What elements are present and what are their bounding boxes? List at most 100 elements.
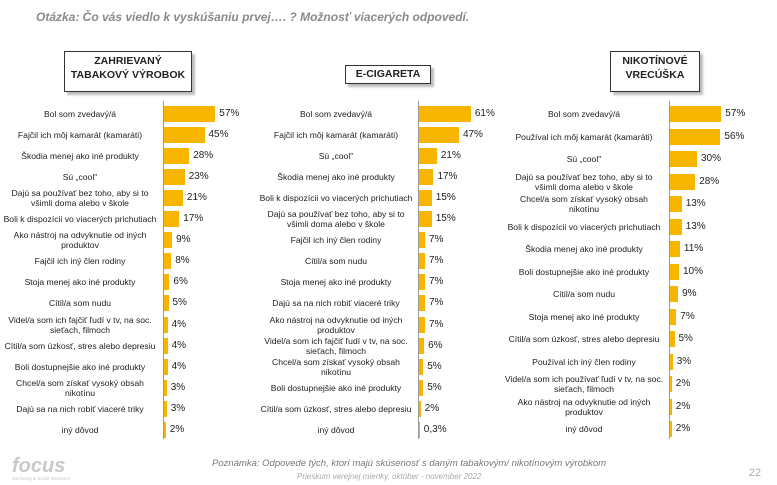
chart-3-value-label: 56% [724, 130, 745, 142]
chart-1-category-label: Boli dostupnejšie ako iné produkty [14, 361, 146, 372]
chart-3-bar [670, 151, 697, 168]
chart-2-value-label: 5% [427, 360, 442, 372]
chart-2-category-label: Videl/a som ich fajčiť ľudí v tv, na soc… [264, 335, 408, 356]
chart-1-bar [164, 379, 167, 396]
chart-1-bar [164, 189, 183, 206]
chart-1-bar [164, 253, 172, 270]
chart-1-bar [164, 274, 170, 291]
chart-2-bar [419, 126, 459, 143]
chart-3-value-label: 3% [676, 355, 692, 367]
chart-1-category-label: Dajú sa používať bez toho, aby si to vši… [11, 187, 149, 208]
logo-tagline: Marketing & Social Research [12, 476, 71, 481]
chart-2-bar [419, 168, 434, 185]
chart-2-category-label: Ako nástroj na odvyknutie od iných produ… [269, 314, 403, 335]
chart-1-category-label: Stoja menej ako iné produkty [24, 277, 136, 288]
header-nicotine-pouches-line2: VRECÚŠKA [625, 69, 685, 81]
chart-3-bar [670, 286, 679, 303]
chart-2-value-label: 7% [428, 255, 444, 267]
chart-3-category-label: Videl/a som ich používať ľudí v tv, na s… [504, 374, 664, 395]
chart-3-value-label: 13% [685, 198, 706, 210]
chart-1-bar [164, 211, 180, 228]
chart-2-value-label: 7% [428, 276, 444, 288]
chart-3-value-label: 2% [675, 378, 691, 390]
chart-2-value-label: 17% [437, 170, 458, 182]
chart-3-category-label: Stoja menej ako iné produkty [528, 311, 640, 322]
header-nicotine-pouches-line1: NIKOTÍNOVÉ [622, 55, 688, 67]
focus-logo: focus Marketing & Social Research [12, 455, 71, 481]
chart-1-category-label: Dajú sa na nich robiť viaceré triky [16, 403, 144, 414]
chart-2-category-label: Dajú sa na nich robiť viaceré triky [272, 298, 400, 309]
chart-2-bar [419, 295, 425, 312]
chart-1-value-label: 28% [193, 149, 214, 161]
chart-3-bar [670, 398, 672, 415]
chart-1-bar [164, 168, 185, 185]
chart-1-value-label: 4% [171, 360, 187, 372]
chart-2-value-label: 15% [435, 191, 456, 203]
chart-3-value-label: 7% [680, 310, 695, 322]
chart-1-bar [164, 105, 216, 122]
chart-3-value-label: 57% [725, 108, 746, 120]
chart-1-category-label: Bol som zvedavý/á [43, 108, 117, 119]
chart-2-bar [419, 189, 432, 206]
chart-3-category-label: Používal ich môj kamarát (kamaráti) [515, 131, 653, 142]
chart-1-bar [164, 295, 169, 312]
chart-1-category-label: Škodia menej ako iné produkty [21, 150, 139, 161]
chart-1-value-label: 21% [186, 191, 207, 203]
chart-3-bar [670, 241, 680, 258]
chart-3-category-label: Chcel/a som získať vysoký obsah nikotínu [520, 194, 648, 215]
chart-3-category-label: Dajú sa používať bez toho, aby si to vši… [515, 171, 653, 192]
chart-2-bar [419, 232, 425, 249]
chart-3-category-label: Sú „cool" [566, 154, 602, 165]
chart-1-category-label: Sú „cool" [62, 171, 98, 182]
chart-1-bar [164, 337, 168, 354]
chart-3-category-label: Ako nástroj na odvyknutie od iných produ… [517, 396, 651, 417]
chart-1-category-label: Ako nástroj na odvyknutie od iných produ… [13, 230, 147, 251]
chart-1-value-label: 57% [219, 107, 240, 119]
chart-3-value-label: 5% [678, 333, 693, 345]
chart-3-bar [670, 196, 682, 213]
chart-3-value-label: 30% [701, 153, 722, 165]
chart-1-category-label: Boli k dispozícii vo viacerých prichutia… [3, 214, 157, 225]
chart-2-bar [419, 274, 425, 291]
chart-2-value-label: 7% [428, 318, 444, 330]
chart-3-value-label: 9% [682, 288, 697, 300]
chart-1-value-label: 45% [208, 128, 229, 140]
page-title: Otázka: Čo vás viedlo k vyskúšaniu prvej… [36, 10, 470, 24]
chart-3-bar [670, 331, 675, 348]
chart-1-value-label: 2% [169, 424, 185, 436]
chart-2-value-label: 6% [428, 339, 443, 351]
chart-1-category-label: Fajčil ich môj kamarát (kamaráti) [17, 129, 143, 140]
chart-2-category-label: Fajčil ich môj kamarát (kamaráti) [273, 129, 399, 140]
chart-1-value-label: 8% [175, 255, 190, 267]
chart-3-category-label: Používal ich iný člen rodiny [532, 356, 636, 367]
chart-1-value-label: 4% [171, 339, 187, 351]
chart-2-category-label: Bol som zvedavý/á [299, 108, 373, 119]
chart-3-value-label: 2% [675, 400, 691, 412]
page-number: 22 [748, 467, 761, 479]
chart-2-value-label: 7% [428, 297, 444, 309]
chart-3-value-label: 28% [699, 175, 720, 187]
chart-3-bar [670, 218, 682, 235]
chart-1-bar [164, 400, 167, 417]
chart-2-category-label: Boli k dispozícii vo viacerých prichutia… [259, 192, 413, 203]
chart-1-category-label: Cítil/a som úzkosť, stres alebo depresiu [4, 340, 156, 351]
chart-1-value-label: 4% [171, 318, 187, 330]
chart-1-category-label: Cítil/a som nudu [48, 298, 112, 309]
chart-3-bar [670, 173, 696, 190]
chart-3-category-label: Bol som zvedavý/á [547, 109, 621, 120]
chart-2-bar [419, 211, 432, 228]
header-e-cigarette: E-CIGARETA [345, 65, 431, 84]
chart-3-value-label: 13% [685, 220, 706, 232]
chart-2-value-label: 0,3% [423, 424, 447, 436]
chart-2-category-label: Škodia menej ako iné produkty [277, 171, 395, 182]
chart-1-axis [163, 101, 164, 439]
footnote: Poznámka: Odpovede tých, ktorí majú skús… [212, 458, 607, 469]
chart-2-bar [419, 337, 425, 354]
chart-2-value-label: 15% [435, 213, 456, 225]
chart-3-bar [670, 106, 722, 123]
chart-2-bar [419, 316, 425, 333]
chart-1-category-label: Videl/a som ich fajčiť ľudí v tv, na soc… [8, 314, 152, 335]
chart-2-category-label: Dajú sa používať bez toho, aby si to vši… [267, 209, 405, 230]
chart-2-bar [419, 105, 471, 122]
